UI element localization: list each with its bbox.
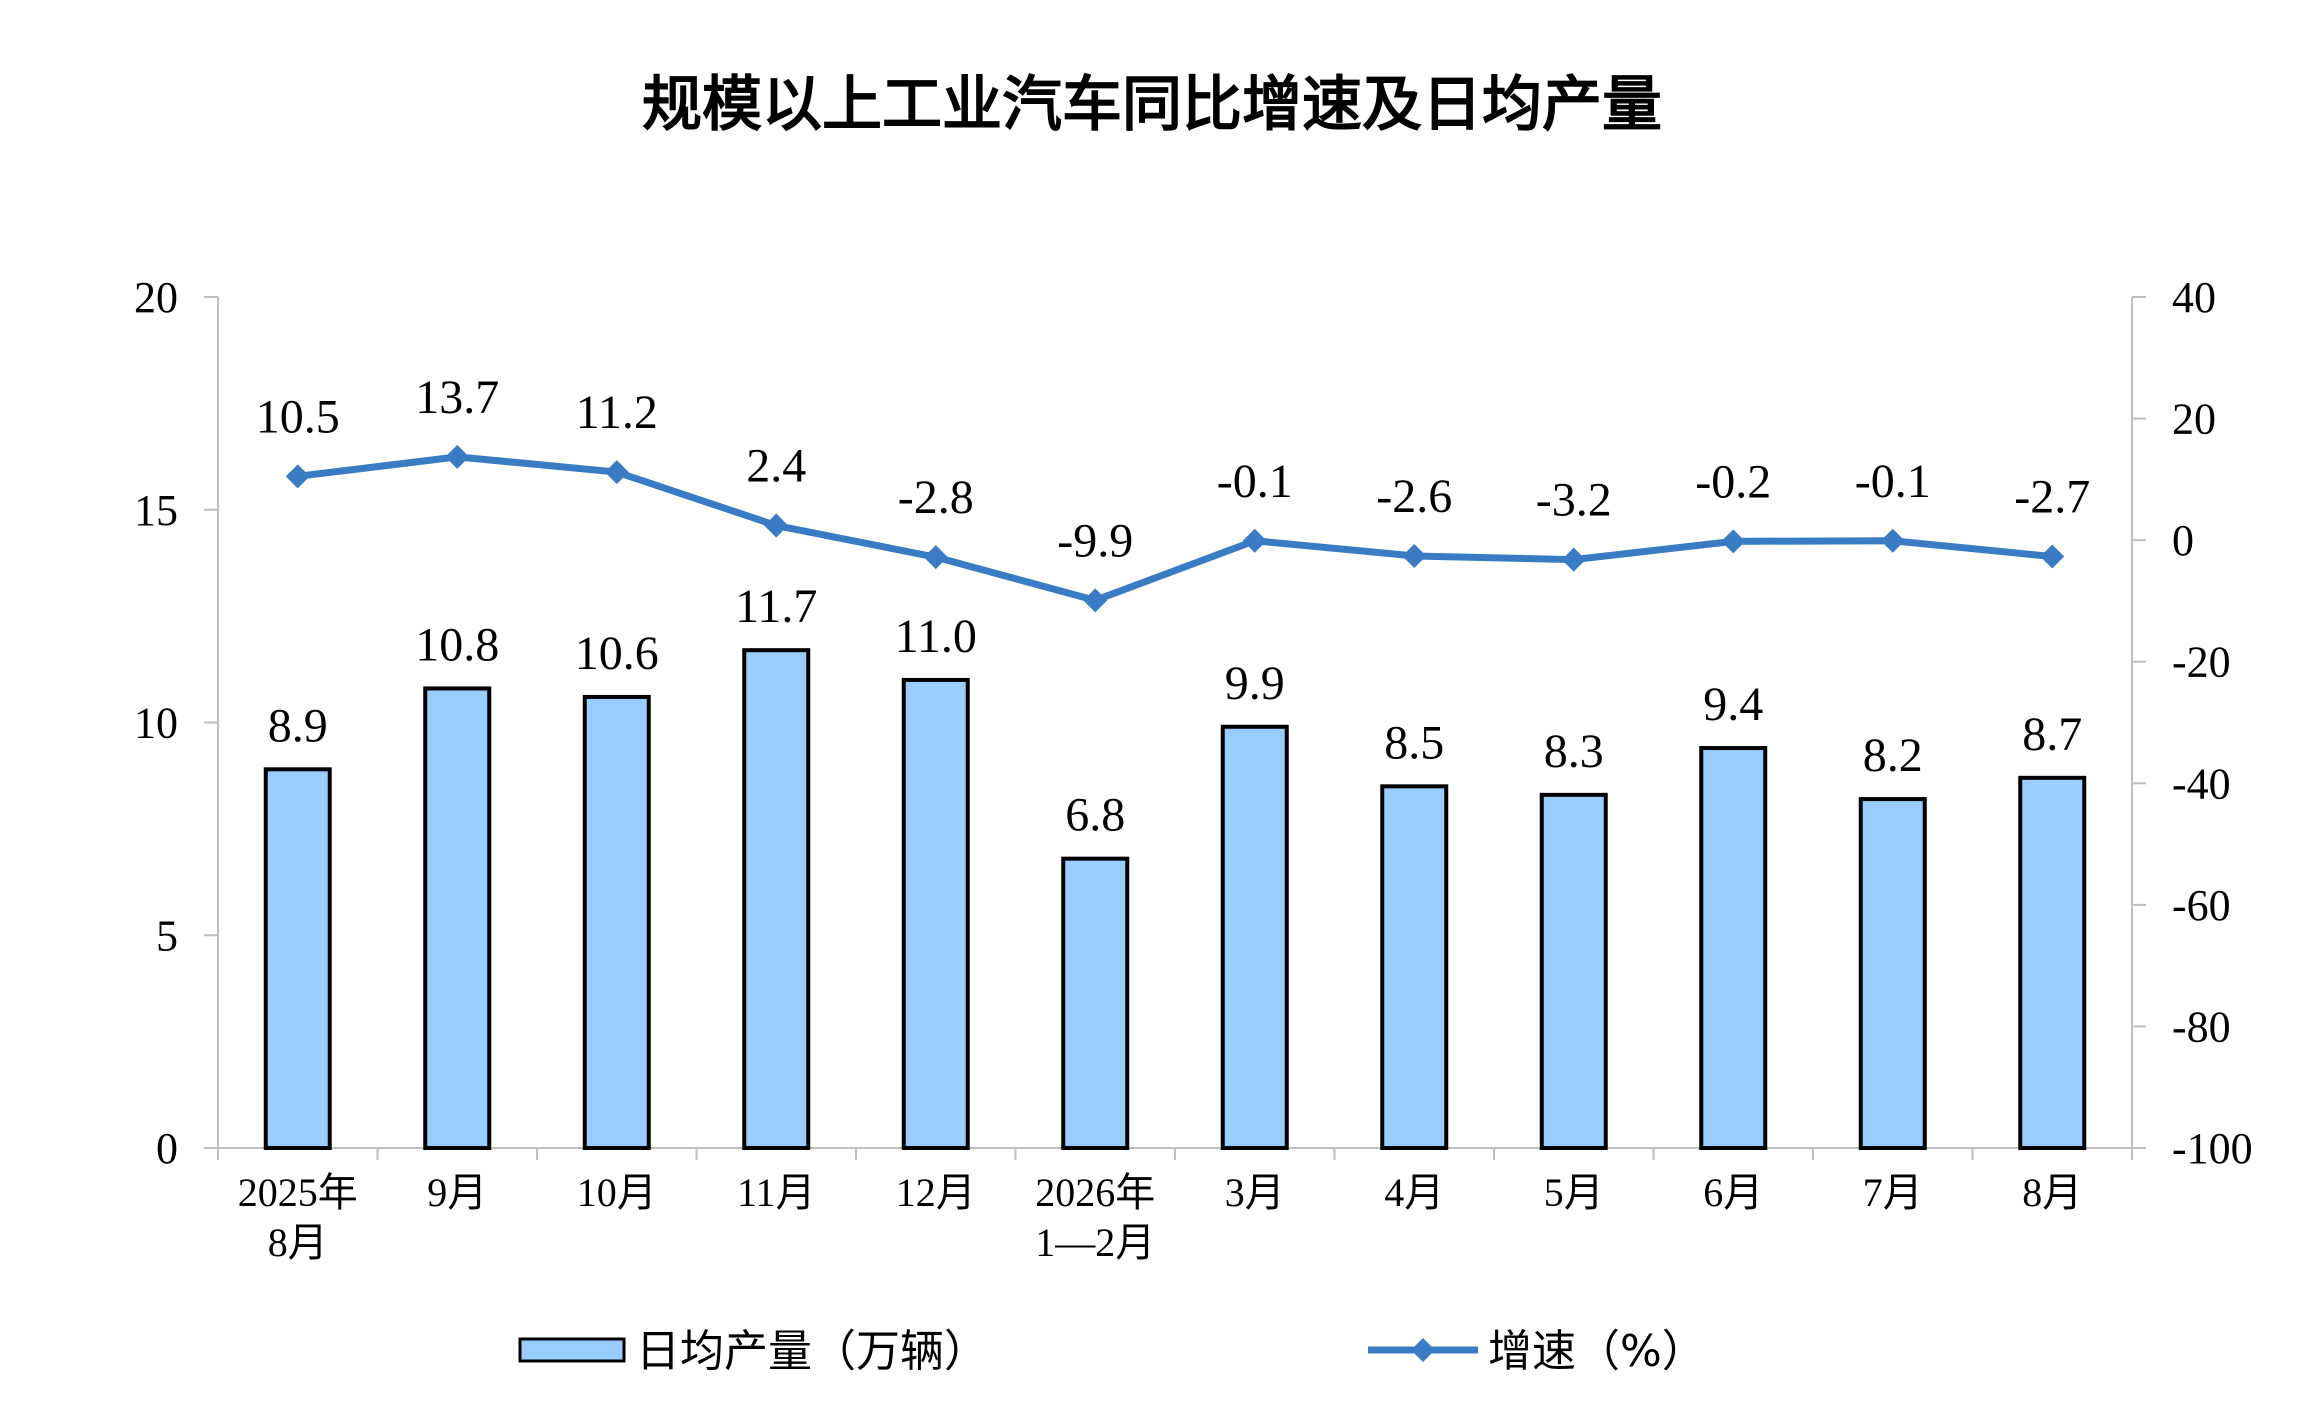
right-tick-label: 20 [2172, 395, 2216, 444]
right-tick-label: 40 [2172, 273, 2216, 322]
right-tick-label: 0 [2172, 516, 2194, 565]
legend: 日均产量（万辆） 增速（%） [518, 1326, 1706, 1377]
line-data-label: 13.7 [415, 371, 499, 424]
line-data-label: -2.7 [2014, 471, 2090, 524]
left-tick-label: 5 [156, 911, 178, 960]
line-point-marker [445, 444, 470, 469]
line-data-label: 10.5 [256, 390, 340, 443]
data-labels: 8.9 10.8 10.6 11.7 11.0 6.8 9.9 8.5 8.3 9.4 8.2 8.7… [256, 371, 2090, 842]
chart-title: 规模以上工业汽车同比增速及日均产量 [642, 70, 1662, 140]
line-data-label: -0.1 [1855, 455, 1931, 508]
right-tick-label: -40 [2172, 759, 2231, 808]
line-series [285, 444, 2065, 613]
bar [263, 767, 332, 1150]
line-point-marker [285, 464, 310, 489]
line-data-label: -2.6 [1376, 470, 1452, 523]
bar [1858, 797, 1927, 1151]
x-tick-label: 3月 [1225, 1170, 1285, 1215]
left-tick-label: 10 [134, 699, 178, 748]
bar-data-label: 6.8 [1065, 789, 1125, 842]
bar [1220, 724, 1289, 1150]
axes: 0 5 10 15 20 -100 -80 -60 -40 -20 0 20 40 2025年 8月 9月 10… [134, 273, 2253, 1265]
bar-series [263, 648, 2087, 1151]
x-tick-label: 4月 [1384, 1170, 1444, 1215]
bar-data-label: 8.9 [268, 699, 328, 752]
line-data-label: -2.8 [898, 471, 974, 524]
x-tick-label: 9月 [427, 1170, 487, 1215]
bar-data-label: 11.7 [735, 580, 817, 633]
legend-bar-label: 日均产量（万辆） [636, 1326, 988, 1377]
x-tick-label: 6月 [1703, 1170, 1763, 1215]
line-point-marker [1721, 529, 1746, 554]
bar [1061, 856, 1130, 1150]
bar [582, 694, 651, 1150]
x-tick-label: 8月 [268, 1220, 328, 1265]
line-data-label: 2.4 [746, 440, 806, 493]
legend-line-label: 增速（%） [1488, 1326, 1706, 1377]
bar [1380, 784, 1449, 1150]
bar-data-label: 9.9 [1225, 657, 1285, 710]
bar [901, 677, 970, 1150]
line-point-marker [1561, 547, 1586, 572]
left-tick-label: 15 [134, 486, 178, 535]
bar [1699, 746, 1768, 1151]
line-point-marker [1242, 528, 1267, 553]
x-tick-label: 2025年 [238, 1170, 358, 1215]
bar [742, 648, 811, 1150]
bar [1539, 792, 1608, 1151]
line-data-label: -3.2 [1536, 474, 1612, 527]
x-tick-label: 11月 [737, 1170, 816, 1215]
bar [423, 686, 492, 1151]
x-tick-label: 2026年 [1035, 1170, 1155, 1215]
bar-data-label: 10.8 [415, 618, 499, 671]
x-tick-label: 1—2月 [1035, 1220, 1155, 1265]
right-tick-label: -20 [2172, 638, 2231, 687]
line-point-marker [764, 513, 789, 538]
line-point-marker [1402, 543, 1427, 568]
line-point-marker [2040, 544, 2065, 569]
line-data-label: -0.2 [1695, 455, 1771, 508]
x-tick-label: 5月 [1544, 1170, 1604, 1215]
bar-data-label: 10.6 [575, 627, 659, 680]
line-data-label: -9.9 [1057, 514, 1133, 567]
right-tick-label: -100 [2172, 1124, 2253, 1173]
line-point-marker [923, 545, 948, 570]
x-tick-label: 10月 [577, 1170, 657, 1215]
x-tick-label: 7月 [1863, 1170, 1923, 1215]
bar-data-label: 8.3 [1544, 725, 1604, 778]
right-tick-label: -80 [2172, 1002, 2231, 1051]
legend-line-marker [1411, 1338, 1435, 1362]
left-tick-label: 20 [134, 273, 178, 322]
left-tick-label: 0 [156, 1124, 178, 1173]
legend-bar-swatch [518, 1337, 626, 1363]
line-point-marker [1880, 528, 1905, 553]
line-data-label: -0.1 [1217, 455, 1293, 508]
bar-data-label: 9.4 [1703, 678, 1763, 731]
line-point-marker [604, 460, 629, 485]
growth-line [297, 453, 2053, 604]
x-tick-label: 12月 [896, 1170, 976, 1215]
right-tick-label: -60 [2172, 881, 2231, 930]
bar-data-label: 8.2 [1863, 729, 1923, 782]
bar-data-label: 8.7 [2022, 708, 2082, 761]
bar-data-label: 11.0 [895, 610, 977, 663]
bar-data-label: 8.5 [1384, 716, 1444, 769]
bar [2018, 775, 2087, 1150]
line-point-marker [1083, 588, 1108, 613]
line-data-label: 11.2 [576, 386, 658, 439]
x-tick-label: 8月 [2022, 1170, 2082, 1215]
